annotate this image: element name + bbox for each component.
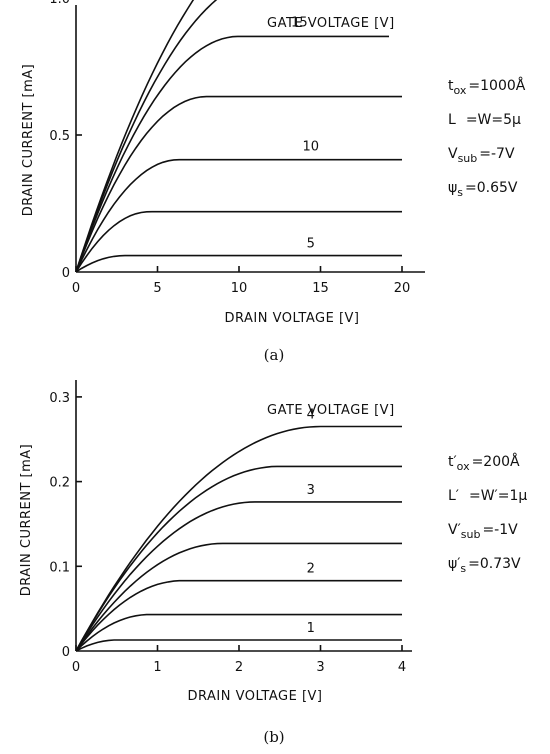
series-label: 10 [302,140,319,155]
series-label: 4 [307,408,315,423]
chart-panel-b: 0 1 2 3 4 0 0.1 0.2 0.3 DRAIN VOLTAGE [V] DRAIN CU… [19,380,527,746]
x-tick-label: 3 [316,660,324,675]
parameter-annotation: t′ox =200Å [448,453,520,473]
x-axis-label: DRAIN VOLTAGE [V] [187,689,322,704]
series-label: 1 [307,621,315,636]
parameter-annotation: L =W=5μ [448,112,521,128]
x-tick-label: 5 [153,281,161,296]
series-line [75,613,402,652]
y-tick-label: 0.2 [49,476,70,491]
series-line [75,158,402,273]
parameter-annotation: tox =1000Å [448,77,526,97]
series-line [75,639,402,652]
y-tick-label: 1.0 [49,0,70,7]
y-tick-label: 0 [62,266,70,281]
series-line [75,210,402,273]
legend-title: GATE VOLTAGE [V] [267,16,395,31]
series-line [75,0,218,273]
x-tick-label: 0 [72,281,80,296]
figure-caption: (a) [264,346,285,364]
x-tick-label: 0 [72,660,80,675]
x-axis-label: DRAIN VOLTAGE [V] [224,311,359,326]
x-tick-label: 15 [312,281,329,296]
y-tick-label: 0 [62,645,70,660]
series-label: 5 [307,237,315,252]
x-tick-label: 2 [235,660,243,675]
series-label: 2 [307,562,315,577]
series-line [75,95,402,273]
y-tick-label: 0.1 [49,560,70,575]
x-tick-label: 1 [153,660,161,675]
y-axis-label: DRAIN CURRENT [mA] [21,64,36,216]
series-label: 15 [291,15,308,30]
parameter-annotation: ψs =0.65V [448,180,518,199]
y-tick-label: 0.3 [49,391,70,406]
parameter-annotation: Vsub =-7V [448,146,515,165]
series-line [75,0,195,273]
series-line [75,542,402,652]
x-tick-label: 4 [398,660,406,675]
y-tick-label: 0.5 [49,129,70,144]
series-line [75,501,402,652]
x-tick-label: 20 [394,281,411,296]
parameter-annotation: L′ =W′=1μ [448,488,527,504]
x-tick-label: 10 [231,281,248,296]
series-line [75,254,402,273]
parameter-annotation: V′sub =-1V [448,522,518,541]
legend-title: GATE VOLTAGE [V] [267,403,395,418]
series-line [75,425,402,652]
series-line [75,35,389,273]
y-axis-label: DRAIN CURRENT [mA] [19,444,34,596]
series-line [75,579,402,652]
series-label: 3 [307,483,315,498]
parameter-annotation: ψ′s =0.73V [448,556,521,575]
figure-caption: (b) [263,728,284,746]
series-line [75,465,402,652]
